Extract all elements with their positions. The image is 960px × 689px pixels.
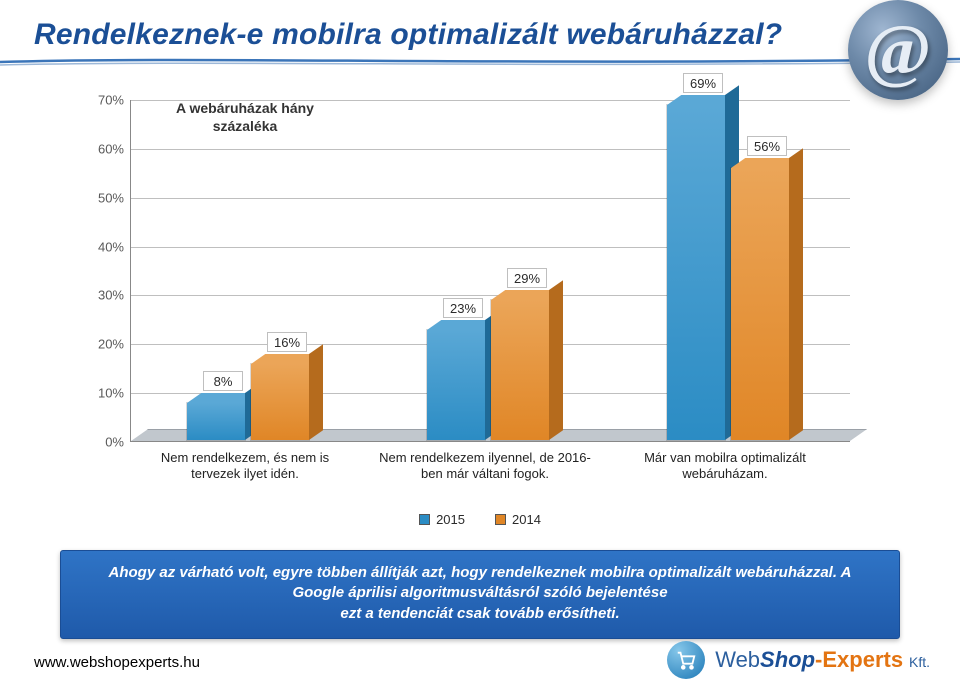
bar-2014-cat2	[730, 167, 790, 441]
chart-container: A webáruházak hány százaléka 0%10%20%30%…	[80, 100, 880, 540]
brand-text: WebShop-Experts Kft.	[715, 647, 930, 673]
x-category-label: Nem rendelkezem ilyennel, de 2016-ben má…	[375, 450, 595, 481]
brand-tail: Kft.	[905, 654, 930, 670]
header-swoosh	[0, 56, 960, 66]
gridline	[131, 100, 850, 101]
bar-value-label: 69%	[683, 73, 723, 93]
footer-url: www.webshopexperts.hu	[34, 654, 200, 671]
description-line1: Ahogy az várható volt, egyre többen állí…	[109, 564, 852, 601]
bar-2014-cat0	[250, 363, 310, 441]
bar-2015-cat2	[666, 104, 726, 441]
cart-icon	[667, 641, 705, 679]
y-tick-label: 60%	[90, 141, 124, 156]
at-glyph: @	[865, 9, 932, 92]
y-tick-label: 0%	[90, 435, 124, 450]
bar-value-label: 16%	[267, 332, 307, 352]
bar-value-label: 29%	[507, 268, 547, 288]
brand-web: Web	[715, 647, 760, 672]
description-box: Ahogy az várható volt, egyre többen állí…	[60, 550, 900, 639]
legend-label-2014: 2014	[512, 512, 541, 527]
legend-swatch-2015	[419, 514, 430, 525]
bar-2014-cat1	[490, 299, 550, 441]
page-title: Rendelkeznek-e mobilra optimalizált webá…	[34, 18, 782, 52]
description-line2: ezt a tendenciát csak tovább erősítheti.	[340, 605, 619, 622]
y-tick-label: 10%	[90, 386, 124, 401]
x-category-label: Nem rendelkezem, és nem is tervezek ilye…	[135, 450, 355, 481]
bar-value-label: 23%	[443, 298, 483, 318]
slide-page: @ Rendelkeznek-e mobilra optimalizált we…	[0, 0, 960, 689]
y-tick-label: 40%	[90, 239, 124, 254]
at-badge-icon: @	[848, 0, 948, 100]
y-tick-label: 30%	[90, 288, 124, 303]
legend-item-2015: 2015	[419, 512, 465, 527]
gridline	[131, 149, 850, 150]
bar-2015-cat1	[426, 329, 486, 441]
y-tick-label: 20%	[90, 337, 124, 352]
chart-legend: 2015 2014	[80, 512, 880, 527]
legend-swatch-2014	[495, 514, 506, 525]
bar-value-label: 56%	[747, 136, 787, 156]
legend-item-2014: 2014	[495, 512, 541, 527]
bar-value-label: 8%	[203, 371, 243, 391]
y-tick-label: 70%	[90, 93, 124, 108]
legend-label-2015: 2015	[436, 512, 465, 527]
brand-shop: Shop	[760, 647, 815, 672]
x-category-label: Már van mobilra optimalizált webáruházam…	[615, 450, 835, 481]
bar-2015-cat0	[186, 402, 246, 441]
y-tick-label: 50%	[90, 190, 124, 205]
brand-experts: -Experts	[815, 647, 903, 672]
footer-brand: WebShop-Experts Kft.	[667, 641, 930, 679]
